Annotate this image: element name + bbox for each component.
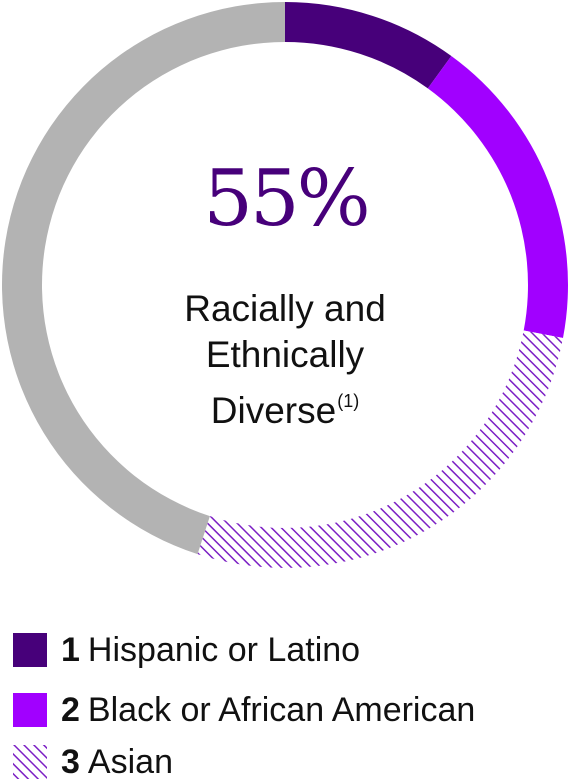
legend-label-3: Asian bbox=[87, 742, 173, 781]
footnote-marker: (1) bbox=[337, 391, 360, 411]
legend-swatch-black-svg bbox=[13, 693, 47, 727]
donut-chart: 55% Racially and Ethnically Diverse(1) bbox=[1, 2, 569, 568]
donut-chart-svg bbox=[1, 2, 569, 568]
donut-slice-asian bbox=[197, 330, 563, 568]
center-label-line-1: Racially and bbox=[184, 288, 386, 329]
legend-number-3: 3 bbox=[61, 742, 80, 781]
legend-swatch-asian bbox=[13, 745, 47, 779]
legend-item-asian: 3 Asian bbox=[13, 742, 173, 782]
legend-swatch-hispanic-or-latino bbox=[13, 633, 47, 667]
donut-slice-black-or-african-american bbox=[427, 56, 569, 339]
legend-swatch-asian-svg bbox=[13, 745, 47, 779]
donut-slice-remainder bbox=[1, 2, 285, 555]
legend-item-hispanic-or-latino: 1 Hispanic or Latino bbox=[13, 630, 360, 670]
legend-swatch-hispanic-svg bbox=[13, 633, 47, 667]
center-value: 55% bbox=[203, 154, 370, 244]
legend-number-1: 1 bbox=[61, 630, 80, 669]
center-label-line-3: Diverse(1) bbox=[85, 378, 485, 434]
donut-slice-hispanic-or-latino bbox=[285, 2, 452, 89]
center-label-line-2: Ethnically bbox=[205, 334, 365, 375]
legend-swatch-black-or-african-american bbox=[13, 693, 47, 727]
legend-label-2: Black or African American bbox=[87, 690, 476, 729]
legend-number-2: 2 bbox=[61, 690, 80, 729]
legend-item-black-or-african-american: 2 Black or African American bbox=[13, 690, 475, 730]
legend-label-1: Hispanic or Latino bbox=[87, 630, 361, 669]
center-label: Racially and Ethnically Diverse(1) bbox=[85, 286, 485, 434]
center-label-line-3-text: Diverse bbox=[210, 390, 337, 431]
